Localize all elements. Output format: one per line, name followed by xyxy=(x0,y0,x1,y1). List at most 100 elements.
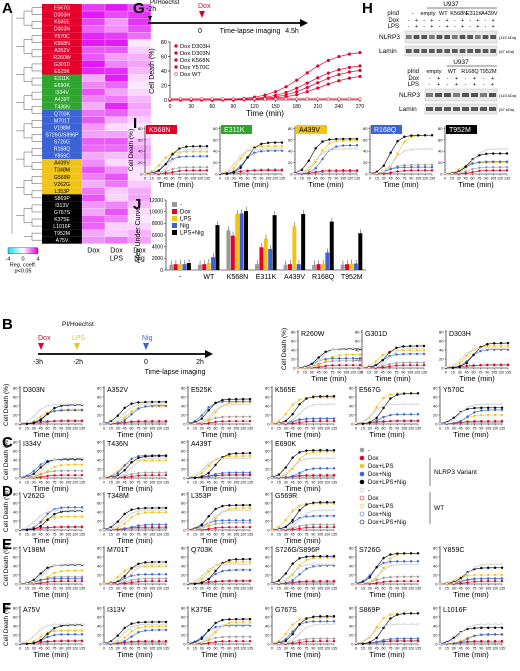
data-point xyxy=(248,456,252,460)
x-tick-label: 30 xyxy=(116,427,120,431)
x-axis-label: Time (min) xyxy=(369,590,405,599)
y-tick-label: 0 xyxy=(351,582,354,587)
series-line xyxy=(103,403,167,425)
x-tick-label: 75 xyxy=(136,481,140,485)
heatmap-row-label: V198M xyxy=(54,125,70,131)
data-point xyxy=(234,620,238,624)
y-tick-label: 20 xyxy=(97,412,102,417)
series-line xyxy=(187,519,251,531)
data-point xyxy=(185,145,188,148)
series-line xyxy=(103,457,167,479)
data-point xyxy=(341,144,345,147)
data-point xyxy=(367,366,371,370)
x-tick-label: 135 xyxy=(163,427,169,431)
data-point xyxy=(493,639,497,643)
data-point xyxy=(499,344,503,348)
data-point xyxy=(355,137,359,141)
y-tick-label: 60 xyxy=(97,614,102,619)
data-point xyxy=(480,579,483,583)
data-point xyxy=(396,552,399,555)
data-point xyxy=(150,506,154,510)
series-line xyxy=(445,342,509,369)
data-point xyxy=(130,525,133,529)
data-point xyxy=(157,402,161,406)
data-point xyxy=(389,553,392,556)
blot-lane-label: K568N xyxy=(450,11,467,17)
data-point xyxy=(191,169,195,172)
variant-label: K565E xyxy=(275,387,296,394)
heatmap-cell xyxy=(104,215,129,223)
blot-sign: - xyxy=(429,82,431,88)
data-point xyxy=(191,150,195,153)
x-tick-label: 0 xyxy=(19,647,21,651)
heatmap-cell xyxy=(104,39,129,47)
data-point xyxy=(25,582,29,585)
heatmap-cell xyxy=(127,109,152,117)
x-tick-label: 60 xyxy=(46,427,50,431)
series-line xyxy=(187,625,251,644)
data-point xyxy=(228,504,231,507)
x-tick-label: 30 xyxy=(232,177,236,181)
blot-sign: + xyxy=(437,82,440,88)
data-point xyxy=(480,409,483,412)
data-point xyxy=(234,452,238,455)
x-tick-label: 75 xyxy=(252,177,256,181)
data-point xyxy=(403,163,406,167)
x-tick-label: 135 xyxy=(415,587,421,591)
variant-label-bg xyxy=(446,125,477,134)
heatmap-cell xyxy=(104,159,129,167)
y-tick-label: 40 xyxy=(97,563,102,568)
g-data-point xyxy=(337,79,341,83)
heatmap-row-label-bg xyxy=(42,25,82,33)
y-tick-label: 60 xyxy=(97,500,102,505)
heatmap-cell xyxy=(127,187,152,195)
data-point xyxy=(157,171,161,174)
data-point xyxy=(157,506,161,510)
data-point xyxy=(200,578,204,581)
data-point xyxy=(416,413,420,416)
j-bar xyxy=(312,264,317,270)
heatmap-cell xyxy=(81,18,106,26)
data-point xyxy=(312,579,315,583)
data-point xyxy=(130,511,133,515)
heatmap-cell xyxy=(81,194,106,202)
heatmap-cell xyxy=(81,102,106,110)
data-point xyxy=(402,419,406,423)
data-point xyxy=(186,642,190,646)
data-point xyxy=(80,579,84,583)
data-point xyxy=(338,357,341,360)
series-line xyxy=(297,357,361,369)
g-data-point xyxy=(168,97,172,101)
blot-band xyxy=(490,35,496,39)
heatmap-cell xyxy=(104,3,129,12)
y-tick-label: 60 xyxy=(13,394,18,399)
data-point xyxy=(498,169,502,172)
g-legend-label: Dox D303N xyxy=(180,51,210,57)
data-point xyxy=(248,562,252,566)
x-tick-label: 90 xyxy=(143,427,147,431)
x-axis-label: Time (min) xyxy=(201,536,237,545)
x-tick-label: 30 xyxy=(200,427,204,431)
data-point xyxy=(291,422,294,425)
variant-label: D303N xyxy=(23,387,45,394)
data-point xyxy=(466,420,469,423)
data-point xyxy=(18,642,22,645)
panel-letter-g: G xyxy=(133,0,145,17)
heatmap-row-label-bg xyxy=(42,60,82,68)
data-point xyxy=(144,563,147,567)
y-tick-label: 20 xyxy=(349,412,354,417)
data-point xyxy=(205,147,209,151)
heatmap-cell xyxy=(81,144,106,153)
x-tick-label: 120 xyxy=(240,533,246,537)
heatmap-cell xyxy=(81,159,106,167)
data-point xyxy=(354,582,358,586)
x-axis-label: Time (min) xyxy=(285,484,321,493)
data-point xyxy=(191,145,195,148)
series-line xyxy=(439,627,503,644)
x-axis-label: Time (min) xyxy=(117,484,153,493)
heatmap-legend-title: Reg. coeff. xyxy=(10,263,37,269)
j-bar xyxy=(215,225,220,270)
data-point xyxy=(157,577,161,580)
data-point xyxy=(312,637,315,640)
